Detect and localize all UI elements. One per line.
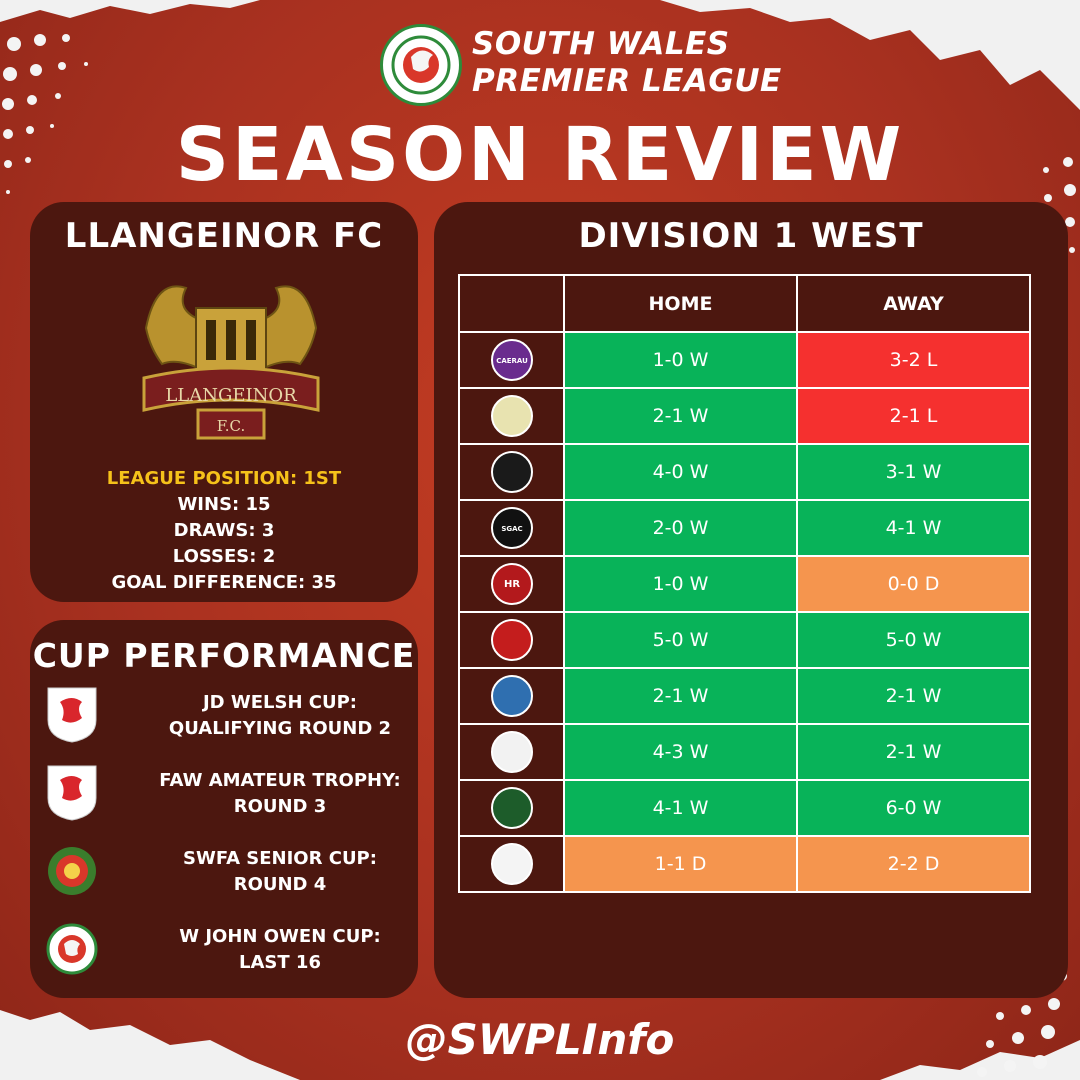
llangeinor-crest-icon: LLANGEINOR F.C. (142, 285, 320, 440)
away-result: 2-1 L (796, 387, 1031, 445)
home-result: 1-0 W (563, 331, 798, 389)
home-result: 2-0 W (563, 499, 798, 557)
home-result: 2-1 W (563, 667, 798, 725)
league-position: LEAGUE POSITION: 1ST (106, 468, 342, 489)
club-name: LLANGEINOR FC (64, 216, 384, 256)
losses-stat: LOSSES: 2 (172, 546, 276, 567)
home-result: 5-0 W (563, 611, 798, 669)
faw-dragon-icon (47, 687, 97, 743)
home-result: 1-0 W (563, 555, 798, 613)
crest-fc-text: F.C. (217, 417, 246, 435)
opponent-badge-icon (490, 787, 533, 829)
cup-panel-title: CUP PERFORMANCE (32, 636, 416, 675)
cup-name: JD WELSH CUP: (202, 692, 358, 713)
away-result: 2-1 W (796, 667, 1031, 725)
opponent-logo-cell (458, 835, 565, 893)
table-row: 2-1 W 2-1 W (458, 667, 1031, 725)
swfa-badge-icon (48, 847, 96, 895)
swpl-logo (380, 24, 462, 106)
cup-result: ROUND 4 (233, 874, 327, 895)
opponent-logo-cell: CAERAU (458, 331, 565, 389)
column-header-away: AWAY (796, 274, 1031, 333)
cup-row: FAW AMATEUR TROPHY: ROUND 3 (30, 764, 418, 824)
cup-result: ROUND 3 (233, 796, 327, 817)
opponent-badge-text: HR (503, 579, 519, 590)
opponent-badge-icon (490, 675, 533, 717)
torn-paper-top-right (660, 0, 1080, 110)
cup-result: LAST 16 (239, 952, 321, 973)
table-row: 4-3 W 2-1 W (458, 723, 1031, 781)
home-result: 4-1 W (563, 779, 798, 837)
away-result: 6-0 W (796, 779, 1031, 837)
social-handle: @SWPLInfo (405, 1015, 675, 1064)
opponent-badge-icon: CAERAU (490, 339, 533, 381)
table-row: SGAC 2-0 W 4-1 W (458, 499, 1031, 557)
away-result: 4-1 W (796, 499, 1031, 557)
column-header-home: HOME (563, 274, 798, 333)
cup-result: QUALIFYING ROUND 2 (168, 718, 392, 739)
cup-name: SWFA SENIOR CUP: (183, 848, 377, 869)
opponent-badge-icon (490, 395, 533, 437)
opponent-badge-icon (490, 619, 533, 661)
cup-row: JD WELSH CUP: QUALIFYING ROUND 2 (30, 686, 418, 746)
cup-name: W JOHN OWEN CUP: (179, 926, 381, 947)
goal-difference-stat: GOAL DIFFERENCE: 35 (111, 572, 337, 593)
opponent-badge-icon (490, 731, 533, 773)
table-row: HR 1-0 W 0-0 D (458, 555, 1031, 613)
opponent-badge-icon (490, 843, 533, 885)
torn-paper-top-left (0, 0, 260, 22)
opponent-logo-cell (458, 779, 565, 837)
opponent-badge-icon: HR (490, 563, 533, 605)
opponent-logo-cell: SGAC (458, 499, 565, 557)
home-result: 1-1 D (563, 835, 798, 893)
away-result: 2-2 D (796, 835, 1031, 893)
opponent-logo-cell (458, 443, 565, 501)
away-result: 3-2 L (796, 331, 1031, 389)
home-result: 2-1 W (563, 387, 798, 445)
away-result: 2-1 W (796, 723, 1031, 781)
table-row: CAERAU 1-0 W 3-2 L (458, 331, 1031, 389)
away-result: 5-0 W (796, 611, 1031, 669)
away-result: 3-1 W (796, 443, 1031, 501)
torn-paper-bottom-left (0, 1010, 300, 1080)
results-table: HOME AWAY CAERAU 1-0 W 3-2 L 2-1 W 2-1 L 4-0 … (458, 274, 1031, 893)
opponent-badge-icon: SGAC (490, 507, 533, 549)
table-row: 4-0 W 3-1 W (458, 443, 1031, 501)
cup-row: SWFA SENIOR CUP: ROUND 4 (30, 842, 418, 902)
league-name-line1: SOUTH WALES (472, 26, 730, 62)
table-row: 2-1 W 2-1 L (458, 387, 1031, 445)
home-result: 4-3 W (563, 723, 798, 781)
table-header-row: HOME AWAY (458, 274, 1031, 333)
table-row: 1-1 D 2-2 D (458, 835, 1031, 893)
league-name-line2: PREMIER LEAGUE (472, 63, 782, 99)
division-title: DIVISION 1 WEST (578, 216, 924, 256)
cup-name: FAW AMATEUR TROPHY: (159, 770, 401, 791)
table-row: 5-0 W 5-0 W (458, 611, 1031, 669)
cup-panel: CUP PERFORMANCE JD WELSH CUP: QUALIFYING… (30, 620, 418, 998)
home-result: 4-0 W (563, 443, 798, 501)
swpl-badge-icon (46, 923, 98, 975)
opponent-badge-icon (490, 451, 533, 493)
opponent-badge-text: CAERAU (496, 357, 528, 365)
opponent-logo-cell (458, 611, 565, 669)
opponent-logo-cell (458, 387, 565, 445)
club-panel: LLANGEINOR FC LLANGEINOR F.C. LEAGUE POS… (30, 202, 418, 602)
wins-stat: WINS: 15 (177, 494, 271, 515)
faw-dragon-icon (47, 765, 97, 821)
halftone-dots-left (2, 34, 88, 194)
opponent-badge-text: SGAC (501, 525, 522, 533)
crest-name-text: LLANGEINOR (165, 385, 297, 406)
opponent-logo-cell (458, 723, 565, 781)
cup-row: W JOHN OWEN CUP: LAST 16 (30, 920, 418, 980)
opponent-logo-cell: HR (458, 555, 565, 613)
opponent-logo-cell (458, 667, 565, 725)
table-row: 4-1 W 6-0 W (458, 779, 1031, 837)
header-logo-cell (458, 274, 565, 333)
away-result: 0-0 D (796, 555, 1031, 613)
draws-stat: DRAWS: 3 (173, 520, 275, 541)
league-name: SOUTH WALES PREMIER LEAGUE (472, 26, 782, 100)
page-title: SEASON REVIEW (175, 112, 905, 198)
torn-paper-bottom-right (880, 1040, 1080, 1080)
